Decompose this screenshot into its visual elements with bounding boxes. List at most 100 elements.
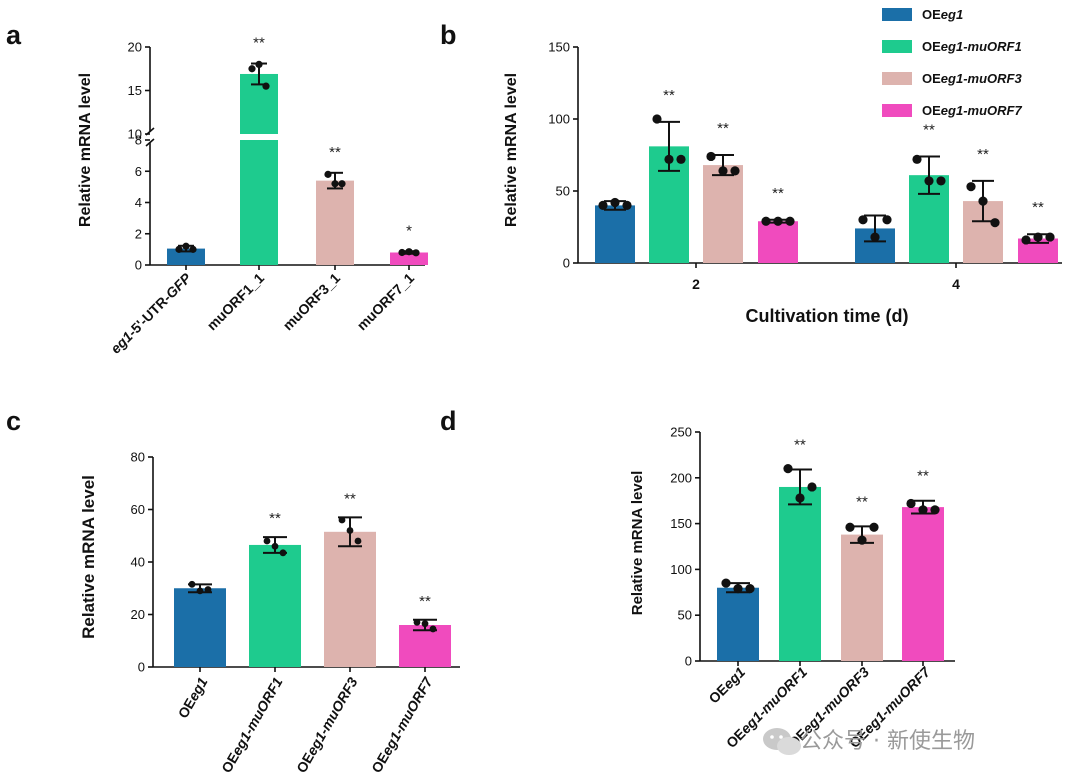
bar <box>174 588 226 667</box>
y-axis-d-tick-label: 100 <box>670 562 692 577</box>
data-point <box>857 535 867 545</box>
significance-label: ** <box>856 493 868 510</box>
data-point <box>990 218 1000 228</box>
bar <box>758 221 798 263</box>
x-tick-label-a: muORF7_1 <box>354 270 418 334</box>
legend-swatch <box>882 40 912 53</box>
bar <box>841 534 883 661</box>
y-tick-label-a: 20 <box>128 40 142 55</box>
data-point <box>652 114 662 124</box>
data-point <box>785 216 795 226</box>
watermark-text: 公众号 · 新使生物 <box>800 729 975 754</box>
legend-label-part: OE <box>922 39 941 54</box>
bar <box>249 544 301 667</box>
y-axis-label-a: Relative mRNA level <box>77 73 94 227</box>
data-point <box>936 176 946 186</box>
data-point <box>1033 232 1043 242</box>
data-point <box>255 60 263 68</box>
legend-label-part: OE <box>922 71 941 86</box>
bar <box>902 507 944 661</box>
data-point <box>398 248 406 257</box>
y-axis-c-tick-label: 80 <box>131 450 145 465</box>
x-tick-label-a-part: muORF7_1 <box>354 270 418 334</box>
chart-panel-a: Relative mRNA level 0 2 4 6 810 15 20 eg1-5'-UT… <box>77 35 428 357</box>
y-axis-b-tick-label: 0 <box>563 256 570 271</box>
data-point <box>706 151 716 162</box>
legend-label-part: eg1-muORF1 <box>941 39 1022 54</box>
y-axis-b-tick-label: 100 <box>548 112 570 127</box>
significance-label: * <box>406 222 412 239</box>
legend-swatch <box>882 8 912 21</box>
data-point <box>845 522 855 532</box>
watermark: 公众号 · 新使生物 <box>763 728 975 755</box>
data-point <box>795 493 805 503</box>
legend-b: OEeg1OEeg1-muORF1OEeg1-muORF3OEeg1-muORF… <box>882 7 1022 118</box>
bar <box>240 140 278 265</box>
y-axis-d-tick-label: 200 <box>670 470 692 485</box>
data-point <box>598 200 608 210</box>
significance-label: ** <box>917 468 929 485</box>
y-axis-c-tick-label: 0 <box>138 660 145 675</box>
bar <box>717 587 759 661</box>
x-tick-label-d-part: eg1-muORF7 <box>860 663 934 737</box>
significance-label: ** <box>253 35 265 52</box>
data-point <box>718 166 728 176</box>
data-point <box>733 584 743 594</box>
bar <box>316 180 354 265</box>
data-point <box>262 82 270 90</box>
data-point <box>413 618 421 626</box>
legend-swatch <box>882 72 912 85</box>
data-point <box>869 522 879 532</box>
panel-label-b: b <box>440 20 457 50</box>
y-axis-c-tick-label: 40 <box>131 555 145 570</box>
y-axis-c-tick-label: 20 <box>131 607 145 622</box>
data-point <box>1045 232 1055 242</box>
data-point <box>346 527 354 534</box>
data-point <box>906 498 916 509</box>
wechat-icon <box>763 728 801 755</box>
data-point <box>610 197 620 208</box>
bar <box>399 625 451 667</box>
y-axis-b-tick-label: 150 <box>548 40 570 55</box>
data-point <box>730 166 740 176</box>
significance-label: ** <box>772 185 784 202</box>
data-point <box>324 170 332 178</box>
significance-label: ** <box>329 144 341 161</box>
chart-panel-b: Relative mRNA level Cultivation time (d)… <box>503 7 1062 326</box>
data-point <box>331 180 339 188</box>
y-tick-label-a: 8 <box>135 133 142 148</box>
legend-label-part: eg1-muORF7 <box>941 103 1023 118</box>
x-tick-label-c: OEeg1-muORF7 <box>368 673 436 775</box>
legend-label-part: OE <box>922 103 941 118</box>
bar <box>390 252 428 265</box>
data-point <box>918 505 928 515</box>
x-tick-label-c-part: eg1-muORF3 <box>303 674 361 758</box>
data-point <box>912 154 922 164</box>
y-tick-label-a: 4 <box>135 195 142 210</box>
legend-label-part: OE <box>922 7 941 22</box>
bar <box>324 531 376 667</box>
x-tick-label-a: eg1-5'-UTR-GFP <box>107 269 194 356</box>
significance-label: ** <box>344 490 356 507</box>
y-tick-label-a: 6 <box>135 164 142 179</box>
y-axis-d-tick-label: 250 <box>670 425 692 440</box>
legend-label: OEeg1-muORF3 <box>922 71 1022 86</box>
data-point <box>182 242 190 250</box>
x-tick-label-c: OEeg1-muORF3 <box>293 674 361 775</box>
panel-label-c: c <box>6 406 21 436</box>
legend-swatch <box>882 104 912 117</box>
bar <box>167 248 205 265</box>
data-point <box>930 505 940 515</box>
data-point <box>664 154 674 164</box>
y-axis-label-c: Relative mRNA level <box>79 475 98 639</box>
x-tick-label-a: muORF1_1 <box>204 270 268 334</box>
data-point <box>354 537 362 545</box>
data-point <box>870 232 880 242</box>
data-point <box>761 216 771 226</box>
bar <box>595 205 635 263</box>
x-tick-label-a: muORF3_1 <box>280 270 344 334</box>
x-tick-label-a-part: muORF3_1 <box>280 270 344 334</box>
data-point <box>924 176 934 186</box>
data-point <box>807 482 817 492</box>
